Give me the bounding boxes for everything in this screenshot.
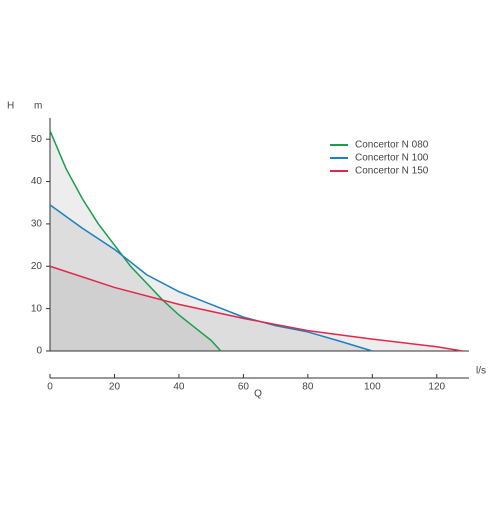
series-line <box>49 204 373 352</box>
x-tick-label: 60 <box>238 382 250 393</box>
x-unit: l/s <box>476 366 486 377</box>
x-tick-label: 0 <box>47 382 53 393</box>
y-tick-label: 30 <box>31 219 43 230</box>
x-tick-label: 80 <box>302 382 314 393</box>
series-line <box>49 130 222 352</box>
area <box>50 130 221 351</box>
x-tick-label: 120 <box>428 382 445 393</box>
legend-label: Concertor N 150 <box>355 166 429 177</box>
series-line <box>49 265 463 352</box>
legend-label: Concertor N 080 <box>355 140 429 151</box>
x-tick-label: 20 <box>109 382 121 393</box>
x-tick-label: 40 <box>173 382 185 393</box>
x-label: Q <box>254 389 262 400</box>
y-tick-label: 0 <box>36 346 42 357</box>
x-tick-label: 100 <box>364 382 381 393</box>
legend-label: Concertor N 100 <box>355 153 429 164</box>
y-tick-label: 20 <box>31 261 43 272</box>
y-tick-label: 10 <box>31 303 43 314</box>
y-label: H <box>7 101 14 112</box>
area <box>50 204 373 351</box>
area <box>50 266 463 351</box>
y-tick-label: 40 <box>31 176 43 187</box>
y-tick-label: 50 <box>31 134 43 145</box>
y-unit: m <box>34 101 42 112</box>
